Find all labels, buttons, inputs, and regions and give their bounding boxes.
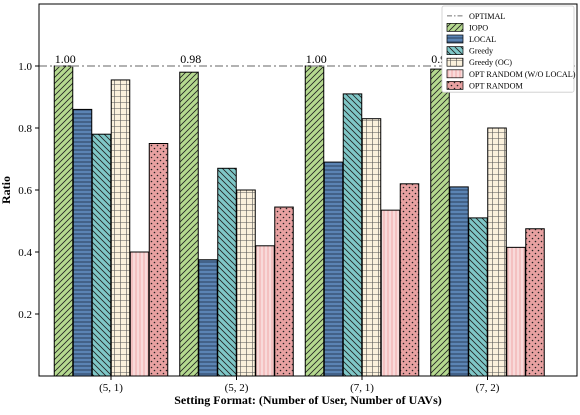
legend-label: OPTIMAL — [469, 12, 505, 21]
legend-swatch — [446, 46, 464, 55]
bar-local-1 — [72, 108, 93, 377]
bar-local-3 — [323, 161, 344, 377]
bar-iopo-2 — [179, 71, 199, 377]
legend-box — [441, 5, 575, 93]
bar-greedy-4 — [468, 217, 488, 377]
bar-iopo-1 — [53, 65, 74, 377]
legend-swatch — [446, 34, 464, 44]
legend-label: LOCAL — [469, 35, 496, 44]
legend-label: Greedy — [469, 47, 494, 56]
y-axis-label: Ratio — [0, 176, 13, 204]
legend-swatch — [446, 69, 464, 79]
y-tick-label: 0.6 — [18, 185, 32, 197]
legend-swatch — [446, 23, 464, 32]
y-tick-label: 1.0 — [18, 61, 32, 73]
bar-opt-random-4 — [525, 228, 545, 377]
bar-opt-random-w-o-local--2 — [255, 245, 275, 377]
bar-opt-random-w-o-local--3 — [380, 209, 401, 377]
legend-label: OPT RANDOM — [469, 81, 523, 90]
bar-greedy-1 — [91, 133, 112, 377]
x-tick-label: (5, 2) — [225, 382, 249, 394]
bar-greedy-oc--4 — [487, 127, 507, 377]
bar-opt-random-w-o-local--1 — [129, 251, 150, 377]
x-tick-label: (5, 1) — [99, 382, 123, 394]
data-label-3: 1.00 — [306, 52, 327, 66]
legend-label: OPT RANDOM (W/O LOCAL) — [469, 70, 576, 79]
legend-label: Greedy (OC) — [469, 58, 512, 67]
y-tick-label: 0.2 — [18, 309, 32, 321]
bar-local-4 — [449, 186, 469, 377]
bar-iopo-3 — [304, 65, 325, 377]
legend-label: IOPO — [469, 23, 488, 32]
bar-opt-random-w-o-local--4 — [506, 246, 526, 377]
bars-group — [53, 65, 545, 377]
data-label-1: 1.00 — [55, 52, 76, 66]
bar-greedy-oc--2 — [236, 189, 256, 377]
bar-greedy-3 — [342, 93, 363, 377]
bar-greedy-oc--1 — [110, 79, 131, 377]
bar-greedy-2 — [217, 167, 237, 377]
bar-greedy-oc--3 — [361, 118, 382, 377]
bar-iopo-4 — [430, 68, 450, 377]
data-labels-group: 1.000.981.000.99 — [55, 52, 453, 66]
bar-opt-random-2 — [274, 206, 294, 377]
legend-swatch — [446, 57, 464, 67]
legend-swatch — [446, 81, 464, 90]
y-tick-label: 0.8 — [18, 123, 32, 135]
bar-opt-random-1 — [148, 143, 169, 377]
x-axis: (5, 1) (5, 2) (7, 1) (7, 2) — [99, 376, 500, 394]
x-tick-label: (7, 1) — [350, 382, 374, 394]
y-axis: 0.2 0.4 0.6 0.8 1.0 — [18, 61, 39, 321]
plot-frame — [38, 3, 578, 377]
bar-opt-random-3 — [399, 183, 420, 377]
legend: OPTIMAL IOPO LOCAL Greedy Greedy (OC) OPT RAN… — [441, 5, 576, 93]
data-label-2: 0.98 — [180, 52, 201, 66]
bar-local-2 — [198, 259, 218, 377]
y-tick-label: 0.4 — [18, 247, 32, 259]
x-axis-label: Setting Format: (Number of User, Number … — [174, 393, 442, 407]
x-tick-label: (7, 2) — [476, 382, 500, 394]
